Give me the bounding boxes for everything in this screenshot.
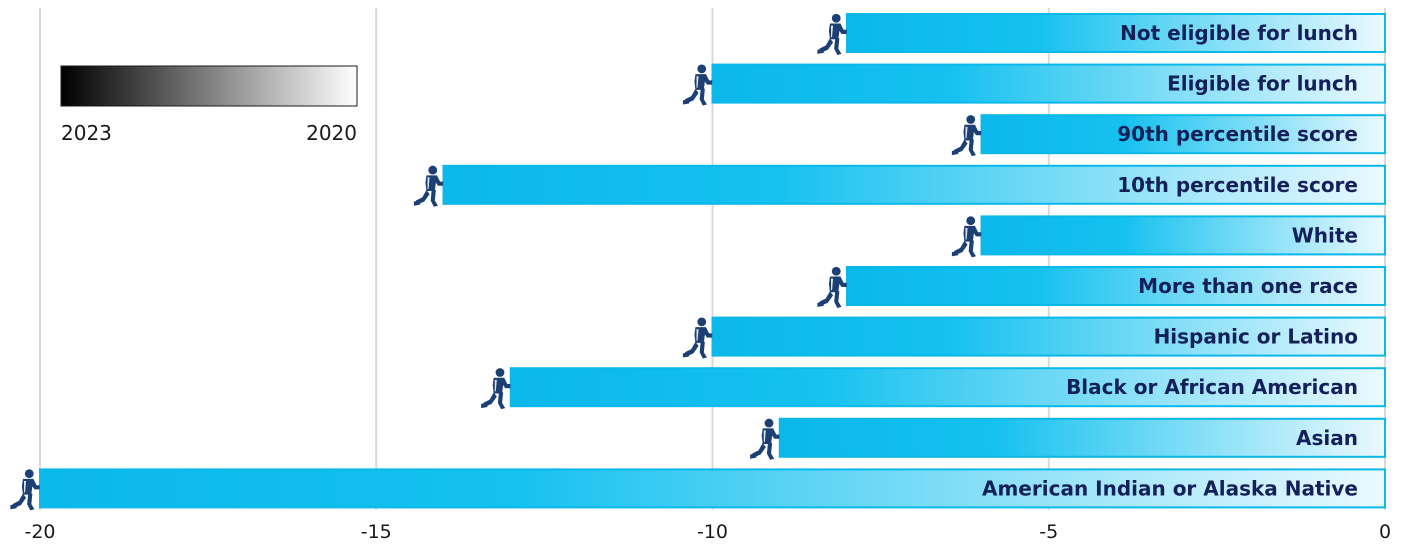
- legend-right-label: 2020: [306, 121, 357, 145]
- bar: [39, 468, 1386, 509]
- bar-row: Asian: [750, 417, 1386, 460]
- x-tick-label: -15: [361, 521, 392, 543]
- bar-row: American Indian or Alaska Native: [10, 468, 1386, 511]
- bar-label: White: [1292, 223, 1358, 247]
- bar-row: White: [951, 215, 1386, 258]
- pushing-person-icon: [750, 418, 780, 460]
- x-tick-label: 0: [1379, 521, 1391, 543]
- bar-label: 10th percentile score: [1117, 173, 1358, 197]
- bar-label: Asian: [1296, 426, 1358, 450]
- legend-gradient-bar: [60, 65, 358, 107]
- bar: [846, 266, 1386, 306]
- bar-label: Black or African American: [1066, 375, 1358, 399]
- x-tick-label: -5: [1039, 521, 1058, 543]
- bars: Not eligible for lunch Eligible for lunch…: [10, 13, 1386, 511]
- bar: [509, 367, 1386, 408]
- bar-label: More than one race: [1138, 274, 1358, 298]
- pushing-person-icon: [481, 368, 511, 410]
- pushing-person-icon: [682, 317, 713, 359]
- x-axis: -20 -15 -10 -5 0: [24, 521, 1391, 543]
- pushing-person-icon: [10, 469, 40, 511]
- bar-row: 10th percentile score: [413, 164, 1386, 207]
- bar: [980, 215, 1386, 256]
- bar-row: 90th percentile score: [951, 114, 1386, 157]
- bar: [778, 417, 1386, 458]
- bar-row: More than one race: [817, 266, 1386, 308]
- bar-label: 90th percentile score: [1117, 122, 1358, 146]
- legend: 2023 2020: [60, 65, 358, 145]
- bar: [711, 316, 1386, 357]
- pushing-person-icon: [817, 266, 847, 308]
- pushing-person-icon: [682, 64, 713, 106]
- bar: [442, 164, 1386, 205]
- bar-label: American Indian or Alaska Native: [982, 476, 1358, 500]
- pushing-person-icon: [951, 216, 982, 258]
- legend-left-label: 2023: [61, 121, 112, 145]
- bar-row: Black or African American: [481, 367, 1386, 410]
- bar-row: Eligible for lunch: [682, 63, 1386, 106]
- pushing-person-icon: [413, 165, 444, 207]
- bar-label: Not eligible for lunch: [1120, 21, 1358, 45]
- bar: [846, 13, 1386, 53]
- x-tick-label: -10: [697, 521, 728, 543]
- pushing-person-icon: [817, 13, 847, 55]
- bar: [980, 114, 1386, 155]
- bar-label: Eligible for lunch: [1167, 72, 1358, 96]
- x-tick-label: -20: [24, 521, 55, 543]
- bar-label: Hispanic or Latino: [1154, 325, 1358, 349]
- bar: [711, 63, 1386, 104]
- bar-row: Not eligible for lunch: [817, 13, 1386, 55]
- pushing-person-icon: [951, 115, 982, 157]
- bar-row: Hispanic or Latino: [682, 316, 1386, 359]
